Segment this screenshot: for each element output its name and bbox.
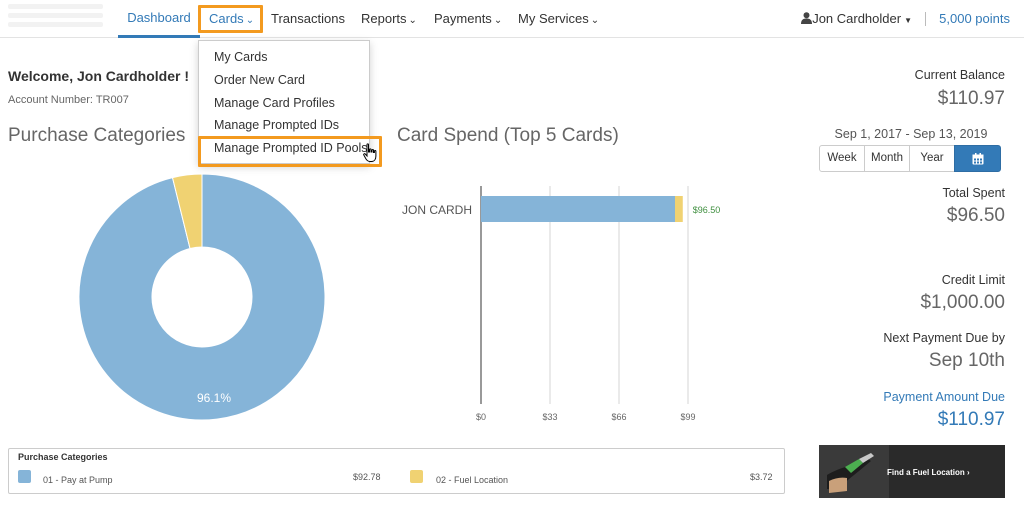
nav-transactions-label: Transactions [271, 11, 345, 26]
slice-pay-at-pump[interactable] [78, 173, 326, 421]
top-nav: Dashboard Cards ⌄ Transactions Reports ⌄ P… [0, 0, 1024, 38]
nav-transactions[interactable]: Transactions [271, 0, 345, 38]
points-link[interactable]: 5,000 points [939, 0, 1010, 38]
divider [925, 12, 926, 26]
legend-swatch-fuel [410, 470, 423, 483]
cards-highlight-box [198, 5, 263, 33]
menu-item-manage-prompted-ids[interactable]: Manage Prompted IDs [214, 118, 340, 132]
caret-down-icon: ▼ [904, 16, 912, 25]
year-button[interactable]: Year [909, 145, 955, 172]
legend-swatch-pump [18, 470, 31, 483]
points-label: 5,000 points [939, 11, 1010, 26]
hand-cursor-icon [363, 143, 377, 162]
purchase-categories-chart: 96.1% [78, 173, 326, 421]
nav-dashboard[interactable]: Dashboard [118, 0, 200, 38]
chevron-down-icon: ⌄ [408, 15, 417, 26]
bar-category-label: JON CARDH [402, 203, 472, 217]
user-menu[interactable]: Jon Cardholder ▼ [801, 0, 912, 38]
x-tick-label: $33 [542, 412, 557, 422]
legend-value-fuel: $3.72 [750, 472, 773, 482]
date-range: Sep 1, 2017 - Sep 13, 2019 [834, 127, 988, 141]
nav-payments[interactable]: Payments ⌄ [434, 0, 502, 38]
menu-item-manage-card-profiles[interactable]: Manage Card Profiles [214, 96, 335, 110]
total-spent-value: $96.50 [946, 205, 1005, 226]
payment-amount-value: $110.97 [937, 409, 1005, 430]
x-tick-label: $66 [611, 412, 626, 422]
legend-label-pump: 01 - Pay at Pump [43, 475, 113, 485]
x-tick-label: $0 [476, 412, 486, 422]
welcome-heading: Welcome, Jon Cardholder ! [8, 68, 189, 84]
nav-payments-label: Payments [434, 11, 492, 26]
nav-my-services-label: My Services [518, 11, 589, 26]
calendar-button[interactable] [954, 145, 1001, 172]
credit-limit-label: Credit Limit [941, 273, 1005, 287]
bar-pay-at-pump[interactable] [481, 196, 675, 222]
chevron-down-icon: ⌄ [493, 15, 503, 26]
current-balance-label: Current Balance [914, 68, 1005, 82]
legend-label-fuel: 02 - Fuel Location [436, 475, 509, 485]
menu-item-my-cards[interactable]: My Cards [214, 50, 268, 64]
slice-fuel-location[interactable] [171, 173, 203, 250]
current-balance-value: $110.97 [937, 88, 1005, 109]
x-axis-ticks: $0 $33 $66 $99 [476, 412, 696, 422]
payment-amount-link[interactable]: Payment Amount Due [883, 390, 1005, 404]
calendar-icon [972, 153, 983, 165]
next-payment-value: Sep 10th [928, 350, 1005, 371]
month-button[interactable]: Month [864, 145, 910, 172]
cards-dropdown-menu: My Cards Order New Card Manage Card Prof… [198, 40, 370, 164]
account-number: Account Number: TR007 [8, 94, 129, 106]
nav-dashboard-label: Dashboard [127, 10, 191, 25]
ad-text: Find a Fuel Location › [887, 468, 970, 477]
legend-value-pump: $92.78 [353, 472, 381, 482]
x-tick-label: $99 [680, 412, 695, 422]
week-button[interactable]: Week [819, 145, 865, 172]
nav-reports-label: Reports [361, 11, 407, 26]
total-spent-label: Total Spent [942, 186, 1005, 200]
slice-percent-label: 96.1% [197, 391, 231, 405]
chevron-down-icon: ⌄ [590, 15, 600, 26]
nav-my-services[interactable]: My Services ⌄ [518, 0, 599, 38]
credit-limit-value: $1,000.00 [920, 292, 1005, 313]
chevron-down-icon: ⌄ [245, 15, 255, 26]
find-fuel-location-banner[interactable]: Find a Fuel Location › [819, 445, 1005, 498]
bar-total-label: $96.50 [693, 205, 720, 215]
purchase-categories-title: Purchase Categories [8, 125, 186, 146]
nav-cards-label: Cards [209, 11, 244, 26]
menu-item-order-new-card[interactable]: Order New Card [214, 73, 305, 87]
menu-item-manage-prompted-id-pools[interactable]: Manage Prompted ID Pools [214, 141, 368, 155]
next-payment-label: Next Payment Due by [883, 331, 1005, 345]
menu-highlight-box [198, 136, 382, 167]
logo[interactable] [8, 4, 103, 30]
fuel-nozzle-icon [819, 445, 889, 498]
card-spend-chart: JON CARDH $96.50 $0 $33 $66 $99 [402, 186, 720, 422]
user-name: Jon Cardholder [812, 11, 902, 26]
chart-gridlines [549, 186, 689, 404]
user-icon [801, 12, 813, 24]
purchase-categories-legend: Purchase Categories 01 - Pay at Pump $92… [8, 448, 785, 494]
nav-cards[interactable]: Cards ⌄ [209, 0, 254, 38]
bar-fuel-location[interactable] [674, 196, 683, 222]
card-spend-title: Card Spend (Top 5 Cards) [397, 125, 619, 146]
period-button-group: Week Month Year [819, 145, 1001, 172]
nav-reports[interactable]: Reports ⌄ [361, 0, 417, 38]
legend-title: Purchase Categories [18, 452, 108, 462]
